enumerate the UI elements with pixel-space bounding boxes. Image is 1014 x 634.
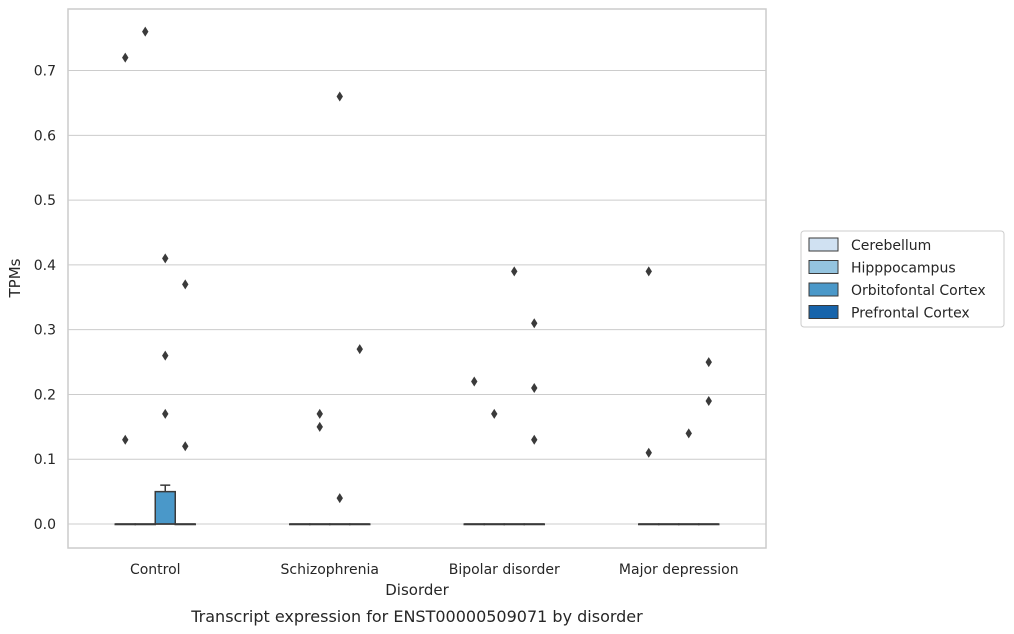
legend-swatch bbox=[808, 237, 839, 252]
plot-area bbox=[68, 9, 766, 548]
outlier-point bbox=[705, 357, 712, 368]
outlier-point bbox=[122, 434, 129, 445]
y-tick-label: 0.6 bbox=[34, 128, 56, 144]
outlier-point bbox=[645, 266, 652, 277]
y-tick-label: 0.5 bbox=[34, 193, 56, 209]
outlier-point bbox=[142, 26, 149, 37]
outlier-point bbox=[531, 434, 538, 445]
y-tick-label: 0.3 bbox=[34, 323, 56, 339]
x-tick-label: Major depression bbox=[619, 562, 739, 578]
legend-swatch bbox=[808, 305, 839, 319]
box-cerebellum bbox=[638, 523, 660, 526]
x-tick-label: Control bbox=[130, 562, 181, 578]
outlier-point bbox=[162, 253, 169, 264]
y-tick-label: 0.1 bbox=[34, 452, 56, 468]
legend-label: Hipppocampus bbox=[851, 261, 956, 277]
outlier-point bbox=[471, 376, 478, 387]
y-axis-label: TPMs bbox=[6, 258, 24, 298]
chart-caption: Transcript expression for ENST0000050907… bbox=[190, 607, 643, 626]
outlier-point bbox=[356, 344, 363, 355]
box-cerebellum bbox=[289, 523, 311, 526]
outlier-point bbox=[162, 350, 169, 361]
box-prefrontal-cortex bbox=[523, 523, 545, 526]
box-prefrontal-cortex bbox=[349, 523, 371, 526]
outlier-point bbox=[316, 408, 323, 419]
x-tick-labels: Control Schizophrenia Bipolar disorder Majo… bbox=[130, 562, 739, 578]
legend-swatch bbox=[808, 260, 839, 274]
boxes bbox=[114, 484, 720, 526]
box-hipppocampus bbox=[134, 523, 156, 526]
outlier-point bbox=[122, 52, 129, 63]
legend-label: Cerebellum bbox=[851, 238, 931, 254]
x-tick-label: Schizophrenia bbox=[281, 562, 379, 578]
legend-label: Prefrontal Cortex bbox=[851, 306, 970, 322]
legend: Cerebellum Hipppocampus Orbitofontal Corte… bbox=[800, 230, 1005, 328]
x-tick-label: Bipolar disorder bbox=[449, 562, 560, 578]
y-tick-label: 0.7 bbox=[34, 64, 56, 80]
x-axis-label: Disorder bbox=[385, 581, 449, 599]
outlier-point bbox=[182, 279, 189, 290]
box-hipppocampus bbox=[483, 523, 505, 526]
box-orbitofontal-cortex bbox=[154, 484, 176, 525]
outlier-point bbox=[531, 382, 538, 393]
outlier-point bbox=[336, 493, 343, 504]
plot-frame bbox=[67, 8, 767, 549]
outlier-point bbox=[316, 421, 323, 432]
outliers bbox=[122, 26, 712, 504]
box-hipppocampus bbox=[309, 523, 331, 526]
outlier-point bbox=[645, 447, 652, 458]
y-tick-labels: 0.0 0.1 0.2 0.3 0.4 0.5 0.6 0.7 bbox=[34, 64, 56, 533]
legend-swatch bbox=[808, 282, 839, 297]
y-tick-label: 0.2 bbox=[34, 387, 56, 403]
legend-frame bbox=[800, 230, 1005, 328]
outlier-point bbox=[182, 441, 189, 452]
outlier-point bbox=[705, 395, 712, 406]
outlier-point bbox=[685, 428, 692, 439]
outlier-point bbox=[336, 91, 343, 102]
outlier-point bbox=[162, 408, 169, 419]
y-tick-label: 0.4 bbox=[34, 258, 56, 274]
box-orbitofontal-cortex bbox=[503, 523, 525, 526]
box-prefrontal-cortex bbox=[698, 523, 720, 526]
gridlines bbox=[68, 70, 766, 525]
legend-label: Orbitofontal Cortex bbox=[851, 283, 986, 299]
outlier-point bbox=[491, 408, 498, 419]
box-hipppocampus bbox=[658, 523, 680, 526]
box-prefrontal-cortex bbox=[174, 523, 196, 526]
outlier-point bbox=[511, 266, 518, 277]
box-cerebellum bbox=[463, 523, 485, 526]
outlier-point bbox=[531, 318, 538, 329]
y-tick-label: 0.0 bbox=[34, 517, 56, 533]
box-orbitofontal-cortex bbox=[329, 523, 351, 526]
box-cerebellum bbox=[114, 523, 136, 526]
box-body bbox=[154, 490, 176, 525]
box-orbitofontal-cortex bbox=[678, 523, 700, 526]
